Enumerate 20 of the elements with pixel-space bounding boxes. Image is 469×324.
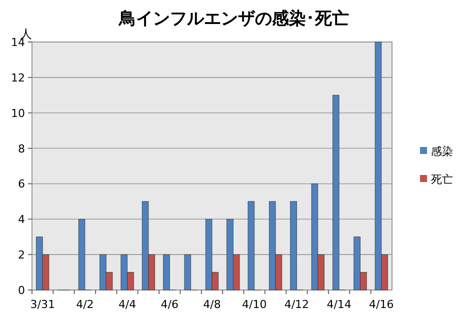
legend-label: 死亡 [431,173,453,186]
chart-title: 鳥インフルエンザの感染･死亡 [118,9,349,29]
x-tick-label: 4/2 [76,298,94,311]
y-tick-label: 10 [11,106,25,120]
y-axis-title: 人 [20,27,32,41]
y-tick-label: 8 [18,142,25,156]
y-tick-label: 12 [11,71,25,84]
y-tick-label: 0 [18,284,25,297]
y-tick-label: 4 [18,213,25,226]
y-tick-label: 2 [18,248,25,262]
x-tick-label: 4/10 [242,298,267,311]
x-tick-label: 4/4 [118,298,136,311]
legend-label: 感染 [431,145,453,158]
x-tick-label: 4/6 [160,298,178,311]
x-tick-label: 4/16 [369,298,394,311]
x-tick-label: 4/8 [203,298,221,311]
x-tick-label: 4/12 [284,298,310,311]
x-tick-label: 3/31 [30,298,55,311]
x-tick-label: 4/14 [326,298,352,311]
y-tick-label: 6 [18,178,25,191]
